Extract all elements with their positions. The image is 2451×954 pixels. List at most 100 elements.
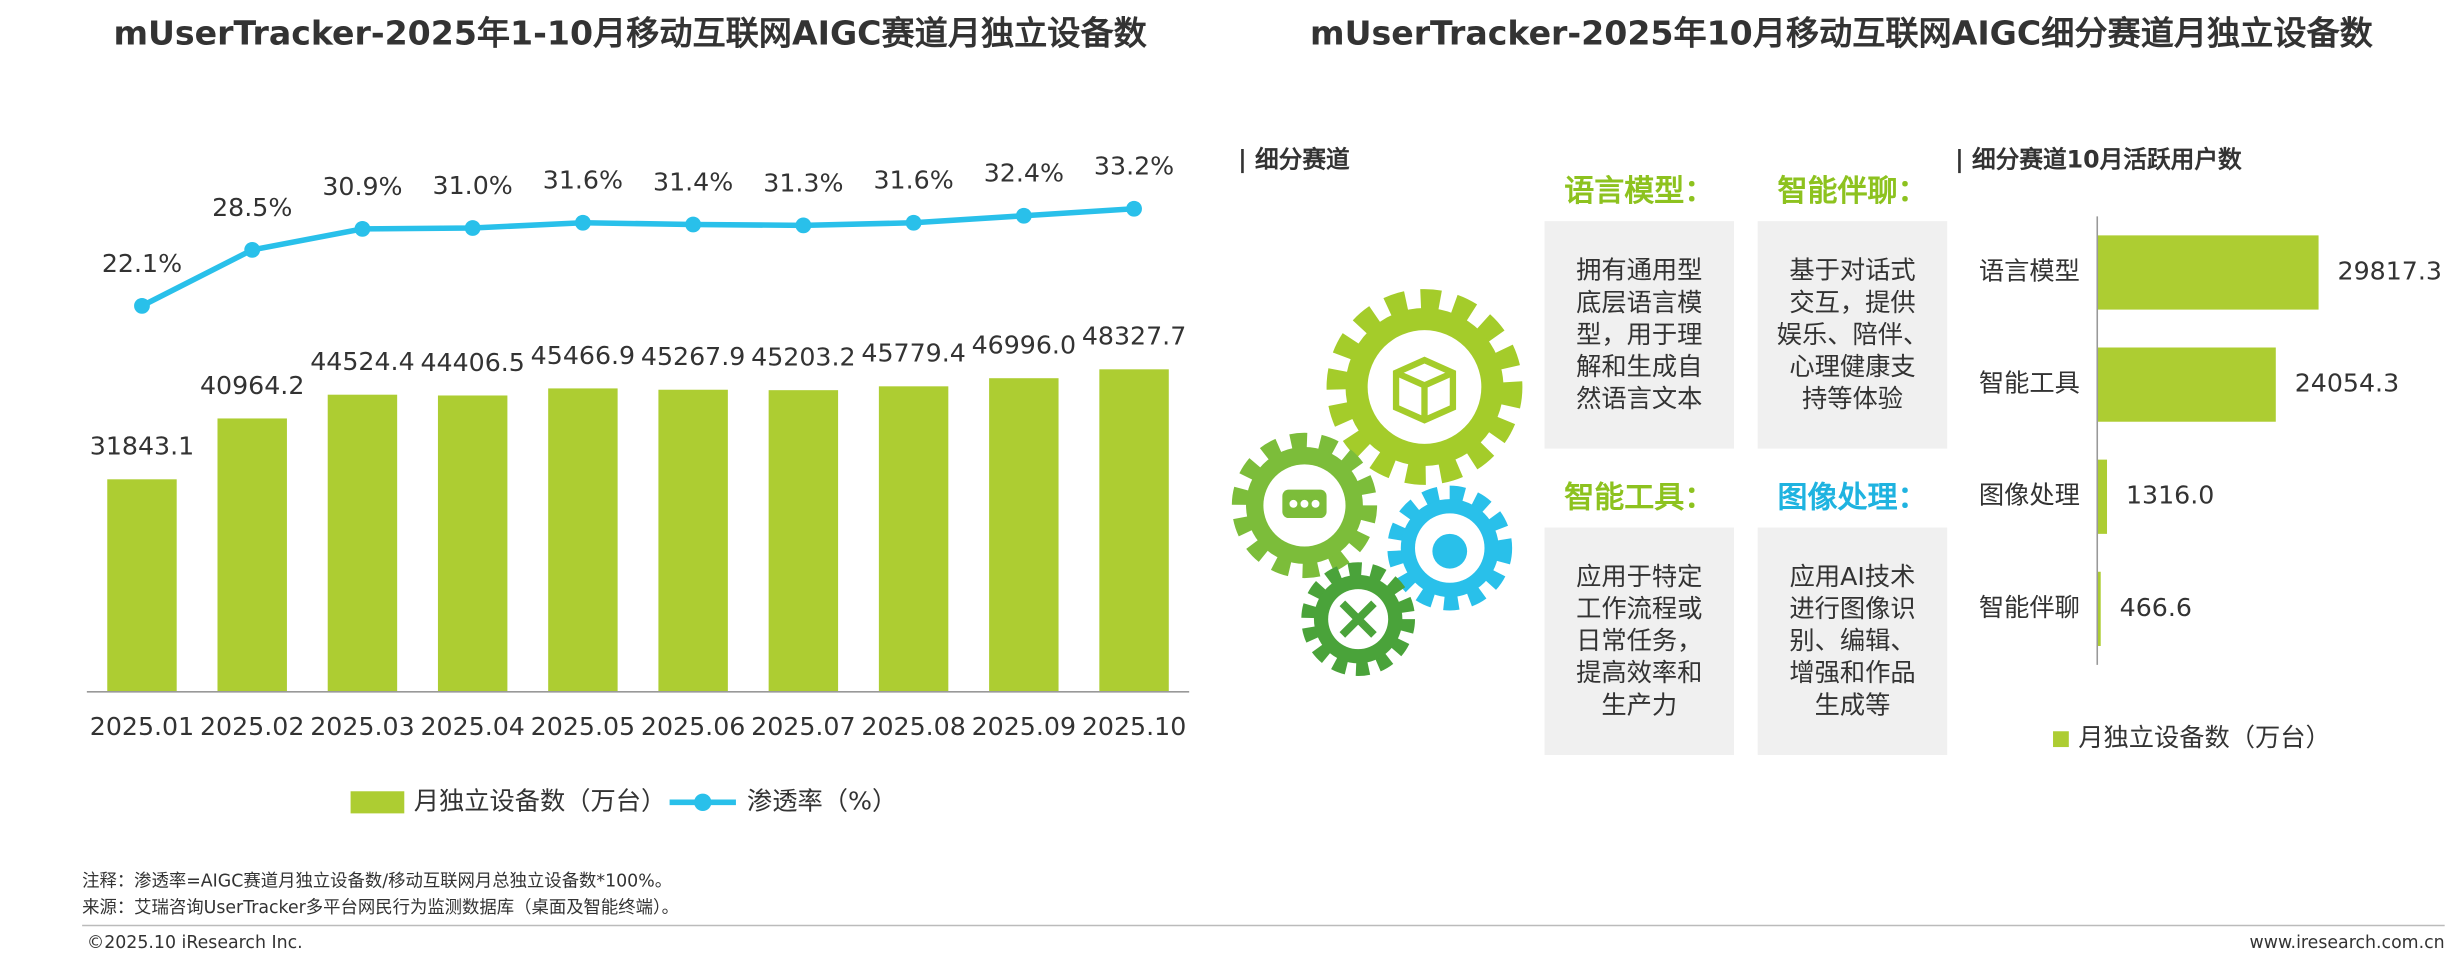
copyright: ©2025.10 iResearch Inc. <box>87 933 303 953</box>
x-tick-label: 2025.02 <box>200 712 304 741</box>
y-tick-label: 图像处理 <box>1979 481 2080 510</box>
website: www.iresearch.com.cn <box>2250 933 2445 953</box>
bar <box>548 388 618 692</box>
card-text: 别、编辑、 <box>1789 626 1915 655</box>
data-label: 45203.2 <box>751 343 855 372</box>
y-tick-label: 智能工具 <box>1979 369 2080 398</box>
line-marker <box>1015 207 1032 224</box>
data-label: 45779.4 <box>861 339 965 368</box>
x-tick-label: 2025.04 <box>420 712 524 741</box>
data-label: 48327.7 <box>1082 322 1186 351</box>
card-title: 语言模型： <box>1564 174 1714 209</box>
card-text: 拥有通用型 <box>1576 256 1702 285</box>
card <box>1757 221 1948 449</box>
card <box>1757 527 1948 755</box>
bar <box>437 395 508 692</box>
bar <box>658 389 728 692</box>
data-label: 1316.0 <box>2126 481 2214 510</box>
bar <box>878 386 949 692</box>
card <box>1544 221 1735 449</box>
data-label: 44406.5 <box>420 348 524 377</box>
line-marker <box>795 217 812 234</box>
card-text: 提高效率和 <box>1576 658 1702 687</box>
data-label: 40964.2 <box>200 371 304 400</box>
bar <box>768 390 839 692</box>
card-text: 日常任务， <box>1576 626 1702 655</box>
card-text: 然语言文本 <box>1576 384 1702 413</box>
line-marker <box>244 241 261 258</box>
legend-swatch <box>2053 731 2069 748</box>
data-label: 46996.0 <box>972 331 1076 360</box>
card-text: 生成等 <box>1815 690 1891 719</box>
data-label: 45466.9 <box>531 341 635 370</box>
card-text: 解和生成自 <box>1576 352 1702 381</box>
bar <box>2097 235 2319 310</box>
bar <box>2097 459 2108 534</box>
card-text: 交互，提供 <box>1789 288 1915 317</box>
legend-swatch <box>350 791 405 814</box>
x-tick-label: 2025.06 <box>641 712 745 741</box>
bar <box>327 394 398 692</box>
line-marker <box>575 214 591 231</box>
card-text: 型，用于理 <box>1576 320 1702 349</box>
data-label: 45267.9 <box>641 342 745 371</box>
line-marker <box>905 214 922 231</box>
card-title: 图像处理： <box>1777 481 1927 516</box>
card-text: 底层语言模 <box>1576 288 1702 317</box>
x-tick-label: 2025.05 <box>531 712 635 741</box>
line-marker <box>354 220 371 237</box>
line-marker <box>685 216 702 233</box>
y-tick-label: 语言模型 <box>1979 256 2080 285</box>
x-tick-label: 2025.10 <box>1082 712 1186 741</box>
note: 来源：艾瑞咨询UserTracker多平台网民行为监测数据库（桌面及智能终端）。 <box>82 898 679 918</box>
legend-label: 渗透率（%） <box>747 786 897 815</box>
card-text: 持等体验 <box>1802 384 1903 413</box>
card-text: 娱乐、陪伴、 <box>1777 320 1928 349</box>
data-label: 31.4% <box>653 167 733 196</box>
legend-label: 月独立设备数（万台） <box>2078 723 2331 752</box>
legend-label: 月独立设备数（万台） <box>414 786 667 815</box>
data-label: 31.0% <box>433 171 513 200</box>
card <box>1544 527 1735 755</box>
x-tick-label: 2025.01 <box>90 712 194 741</box>
data-label: 33.2% <box>1094 152 1174 181</box>
data-label: 22.1% <box>102 249 182 278</box>
x-tick-label: 2025.09 <box>972 712 1076 741</box>
data-label: 30.9% <box>322 172 402 201</box>
x-tick-label: 2025.08 <box>861 712 965 741</box>
card-text: 应用AI技术 <box>1790 562 1916 591</box>
bar <box>2097 571 2101 646</box>
y-tick-label: 智能伴聊 <box>1979 593 2080 622</box>
line <box>140 205 1135 309</box>
line-marker <box>464 220 481 236</box>
data-label: 24054.3 <box>2295 369 2399 398</box>
bar <box>2097 347 2276 422</box>
chart-title: mUserTracker-2025年10月移动互联网AIGC细分赛道月独立设备数 <box>1310 13 2374 52</box>
line-marker <box>134 297 150 314</box>
legend-swatch <box>694 793 712 812</box>
note: 注释：渗透率=AIGC赛道月独立设备数/移动互联网月总独立设备数*100%。 <box>82 870 672 891</box>
data-label: 31.3% <box>763 168 843 197</box>
data-label: 44524.4 <box>310 347 414 376</box>
card-text: 工作流程或 <box>1576 594 1702 623</box>
data-label: 31.6% <box>873 166 953 195</box>
bar <box>217 418 287 692</box>
line-marker <box>1126 200 1142 217</box>
card-text: 基于对话式 <box>1789 256 1915 285</box>
card-text: 心理健康支 <box>1789 352 1915 381</box>
card-text: 生产力 <box>1601 690 1677 719</box>
chart-subtitle: | 细分赛道10月活跃用户数 <box>1955 146 2242 174</box>
data-label: 32.4% <box>984 159 1064 188</box>
card-text: 应用于特定 <box>1576 562 1702 591</box>
card-text: 进行图像识 <box>1789 594 1915 623</box>
x-tick-label: 2025.03 <box>310 712 414 741</box>
data-label: 466.6 <box>2120 593 2192 622</box>
bar <box>1099 369 1169 692</box>
card-title: 智能伴聊： <box>1777 174 1927 209</box>
chart-title: mUserTracker-2025年1-10月移动互联网AIGC赛道月独立设备数 <box>113 13 1147 52</box>
data-label: 31843.1 <box>90 432 194 461</box>
data-label: 29817.3 <box>2338 256 2442 285</box>
card-text: 增强和作品 <box>1789 658 1915 687</box>
bar <box>989 378 1059 692</box>
